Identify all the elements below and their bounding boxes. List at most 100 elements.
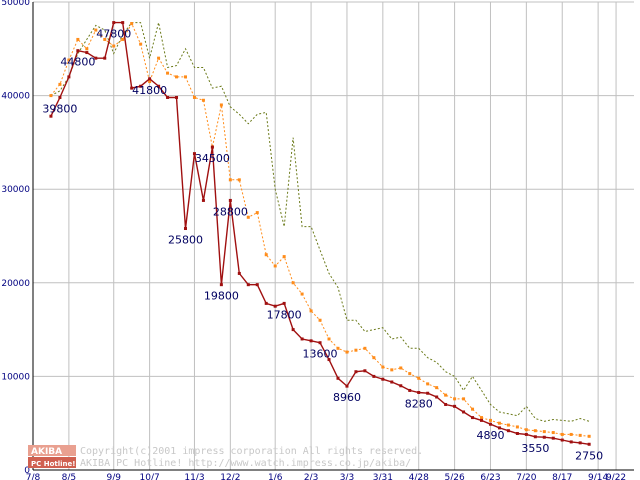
point-min [578,441,582,445]
point-average [49,94,53,98]
x-tick-label: 1/6 [268,473,283,480]
point-min [237,271,241,275]
point-min [157,84,161,88]
point-average [201,98,205,102]
point-average [291,281,295,285]
logo-line2: PC Hotline! [31,460,75,468]
point-average [381,365,385,369]
x-tick-label: 12/2 [220,473,240,480]
point-min [587,442,591,446]
point-min [318,341,322,345]
point-min [121,21,125,25]
point-min [488,422,492,426]
point-average [471,407,475,411]
copyright-line2: AKIBA PC Hotline! http://www.watch.impre… [80,458,411,469]
point-min [67,75,71,79]
x-tick-label: 3/31 [373,473,393,480]
point-average [578,433,582,437]
point-min [363,369,367,373]
point-min [345,384,349,388]
point-min [210,145,214,149]
data-label: 13600 [303,348,338,361]
data-label: 39800 [42,102,77,115]
series-line-max [50,22,590,422]
point-min [148,77,152,81]
point-average [542,430,546,434]
point-average [318,318,322,322]
data-label: 4890 [476,429,504,442]
point-min [435,395,439,399]
x-tick-label: 7/8 [26,473,41,480]
point-min [569,440,573,444]
point-min [381,377,385,381]
point-average [103,37,107,41]
x-tick-label: 4/28 [409,473,429,480]
point-average [112,44,116,48]
x-tick-label: 9/14 [588,473,608,480]
x-tick-label: 6/23 [480,473,500,480]
data-label: 8280 [405,397,433,410]
point-average [282,255,286,259]
x-tick-label: 8/17 [552,473,572,480]
point-min [497,426,501,430]
point-average [345,350,349,354]
point-min [255,283,259,287]
point-average [166,71,170,75]
point-min [300,337,304,341]
point-min [533,435,537,439]
point-average [264,253,268,257]
x-tick-label: 9/9 [106,473,121,480]
point-min [408,388,412,392]
point-min [139,84,143,88]
point-min [480,418,484,422]
y-tick-label: 50000 [1,0,30,8]
point-average [85,47,89,51]
logo-bottom-bg [28,457,76,468]
point-average [94,28,98,32]
point-min [417,390,421,394]
point-average [130,22,134,26]
point-average [560,432,564,436]
point-average [587,434,591,438]
point-min [524,432,528,436]
point-average [408,372,412,376]
point-min [471,416,475,420]
data-label: 3550 [521,442,549,455]
point-min [183,227,187,231]
y-tick-label: 30000 [1,185,30,195]
point-min [246,283,250,287]
point-min [515,431,519,435]
point-min [85,51,89,55]
point-average [327,337,331,341]
point-min [462,410,466,414]
chart-series [49,21,591,446]
y-tick-label: 20000 [1,279,30,289]
point-average [444,393,448,397]
data-label: 41800 [132,84,167,97]
point-min [354,370,358,374]
point-average [453,397,457,401]
point-average [417,376,421,380]
point-min [58,95,62,99]
point-min [390,380,394,384]
point-min [130,86,134,90]
x-tick-label: 10/7 [140,473,160,480]
point-min [175,95,179,99]
point-average [480,416,484,420]
point-min [219,283,223,287]
x-tick-label: 8/5 [62,473,76,480]
point-average [390,368,394,372]
data-label: 17800 [267,308,302,321]
point-average [273,264,277,268]
copyright-line1: Copyright(c)2001 impress corporation All… [80,446,423,457]
point-average [462,397,466,401]
point-min [444,402,448,406]
chart-data-labels: 39800 44800 47800 41800 25800 34500 28800 19800… [42,28,603,463]
point-min [542,435,546,439]
point-average [426,382,430,386]
point-min [166,95,170,99]
logo-top-bg [28,445,76,456]
chart-grid [32,1,634,471]
